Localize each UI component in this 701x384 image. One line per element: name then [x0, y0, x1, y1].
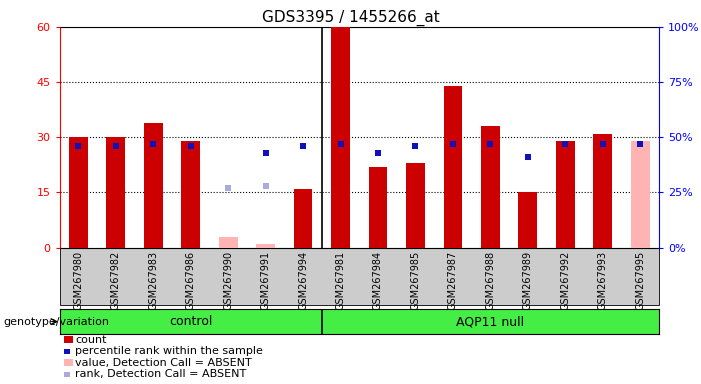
Bar — [294, 189, 313, 248]
Text: percentile rank within the sample: percentile rank within the sample — [75, 346, 263, 356]
Bar — [593, 134, 612, 248]
Text: AQP11 null: AQP11 null — [456, 315, 524, 328]
Text: value, Detection Call = ABSENT: value, Detection Call = ABSENT — [75, 358, 252, 368]
Bar — [406, 163, 425, 248]
Bar — [369, 167, 388, 248]
Bar — [444, 86, 462, 248]
Bar — [144, 122, 163, 248]
Bar — [631, 141, 650, 248]
Text: GDS3395 / 1455266_at: GDS3395 / 1455266_at — [261, 10, 440, 26]
Bar — [69, 137, 88, 248]
Bar — [519, 192, 537, 248]
Bar — [219, 237, 238, 248]
Text: control: control — [169, 315, 212, 328]
Bar — [331, 27, 350, 248]
Bar — [556, 141, 575, 248]
Text: genotype/variation: genotype/variation — [4, 316, 109, 327]
Bar — [182, 141, 200, 248]
Bar — [107, 137, 125, 248]
Text: rank, Detection Call = ABSENT: rank, Detection Call = ABSENT — [75, 369, 246, 379]
Bar — [257, 244, 275, 248]
Text: count: count — [75, 335, 107, 345]
Bar — [481, 126, 500, 248]
